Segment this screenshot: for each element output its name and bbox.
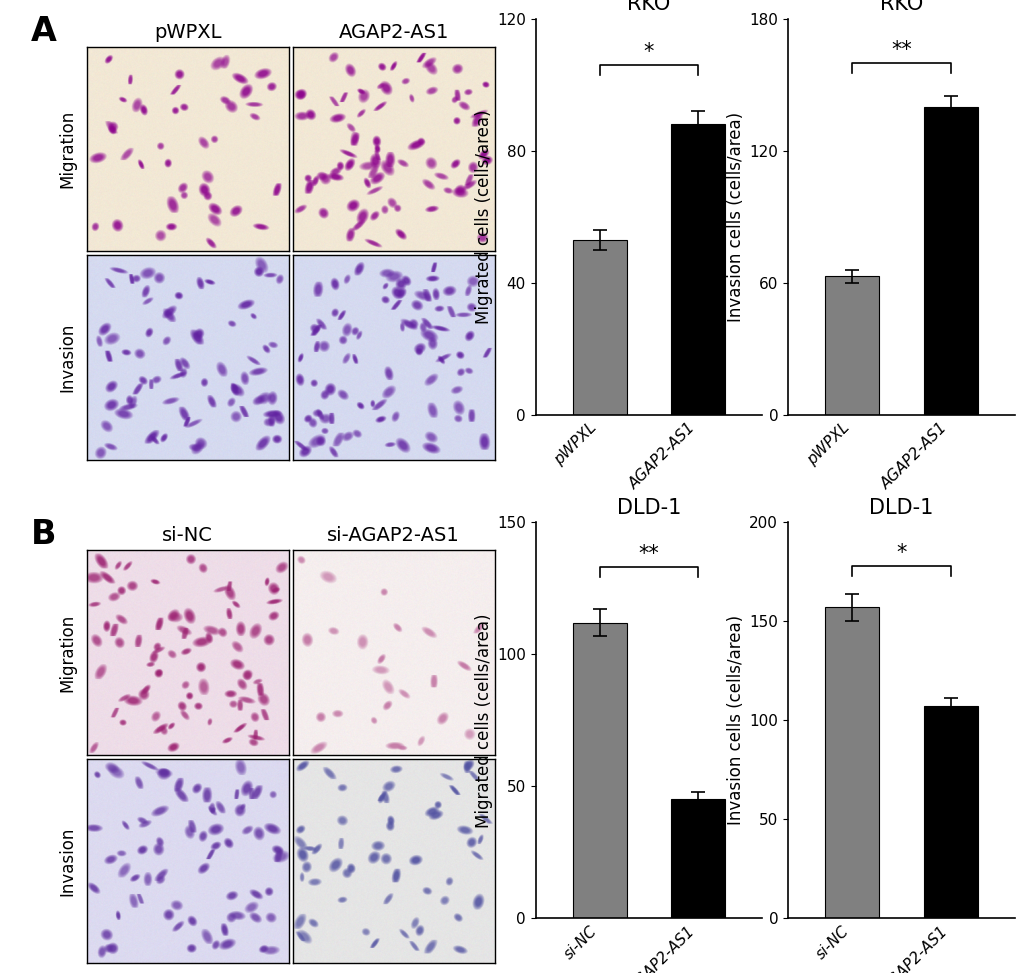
Text: **: ** <box>638 544 658 564</box>
Y-axis label: Migrated cells (cells/area): Migrated cells (cells/area) <box>474 613 492 827</box>
Text: B: B <box>31 518 56 551</box>
Text: AGAP2-AS1: AGAP2-AS1 <box>338 22 448 42</box>
Y-axis label: Invasion cells (cells/area): Invasion cells (cells/area) <box>727 615 745 825</box>
Text: pWPXL: pWPXL <box>154 22 221 42</box>
Bar <box>671 800 725 919</box>
Title: RKO: RKO <box>627 0 669 15</box>
Text: Invasion: Invasion <box>58 323 76 392</box>
Text: *: * <box>896 543 906 562</box>
Text: Migration: Migration <box>58 613 76 692</box>
Text: A: A <box>31 15 56 48</box>
Title: DLD-1: DLD-1 <box>616 498 681 518</box>
Text: *: * <box>643 42 653 61</box>
Bar <box>572 623 626 919</box>
Bar <box>671 125 725 414</box>
Title: DLD-1: DLD-1 <box>868 498 932 518</box>
Bar <box>923 706 977 919</box>
Bar <box>923 107 977 414</box>
Text: si-AGAP2-AS1: si-AGAP2-AS1 <box>327 526 460 545</box>
Y-axis label: Migrated cells (cells/area): Migrated cells (cells/area) <box>474 110 492 324</box>
Bar <box>824 607 878 919</box>
Bar <box>824 276 878 414</box>
Y-axis label: Invasion cells (cells/area): Invasion cells (cells/area) <box>727 112 745 322</box>
Title: RKO: RKO <box>879 0 922 15</box>
Text: Migration: Migration <box>58 110 76 188</box>
Text: si-NC: si-NC <box>162 526 213 545</box>
Text: **: ** <box>891 40 911 59</box>
Bar <box>572 239 626 414</box>
Text: Invasion: Invasion <box>58 826 76 896</box>
